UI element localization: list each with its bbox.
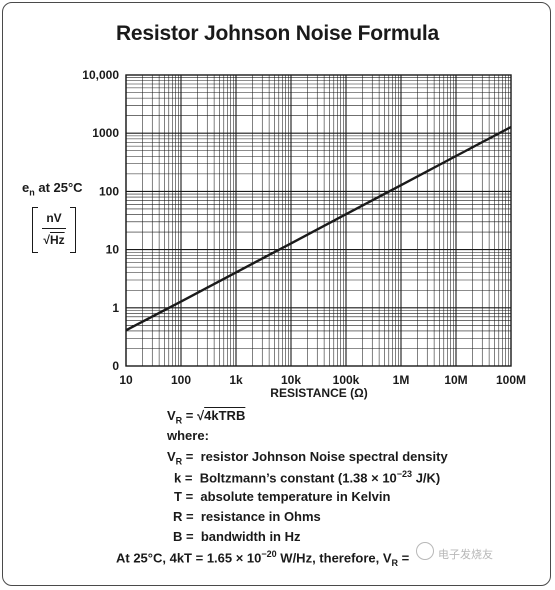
x-tick-label: 10k: [281, 373, 301, 387]
x-tick-label: 1k: [229, 373, 243, 387]
unit-numerator: nV: [46, 211, 62, 225]
watermark-logo-icon: [416, 542, 434, 560]
unit-denominator: √Hz: [43, 233, 65, 247]
y-tick-label: 1: [112, 301, 119, 315]
y-axis-unit: nV √Hz: [32, 207, 76, 253]
axes: [125, 74, 512, 367]
x-tick-labels: 10 100 1k 10k 100k 1M 10M 100M: [119, 373, 526, 387]
x-tick-label: 100k: [333, 373, 360, 387]
y-tick-label: 100: [99, 184, 119, 198]
y-tick-label: 1000: [92, 126, 119, 140]
def-r: R = resistance in Ohms: [173, 509, 321, 524]
x-tick-label: 10: [119, 373, 133, 387]
plot-border: [125, 74, 512, 367]
y-tick-label: 10: [106, 243, 120, 257]
def-vr: VR = resistor Johnson Noise spectral den…: [167, 449, 448, 467]
y-tick-label: 0: [112, 359, 119, 373]
def-k: k = Boltzmann’s constant (1.38 × 10−23 J…: [174, 469, 441, 486]
figure-frame: [2, 2, 551, 586]
y-tick-label: 10,000: [82, 68, 119, 82]
series-line: [125, 125, 512, 332]
watermark: 电子发烧友: [438, 548, 493, 561]
x-tick-label: 100M: [496, 373, 526, 387]
x-axis-label: RESISTANCE (Ω): [270, 386, 367, 400]
def-b: B = bandwidth in Hz: [173, 529, 301, 544]
x-tick-label: 1M: [393, 373, 410, 387]
def-t: T = absolute temperature in Kelvin: [174, 489, 391, 504]
formula-where: where:: [167, 428, 209, 443]
y-tick-labels: 0 1 10 100 1000 10,000: [82, 68, 119, 373]
formula-vr: VR = √4kTRB: [167, 408, 246, 426]
grid: [125, 75, 511, 367]
y-axis-label: en at 25°C: [22, 180, 83, 198]
formula-25c: At 25°C, 4kT = 1.65 × 10−20 W/Hz, theref…: [116, 549, 410, 568]
x-tick-label: 100: [171, 373, 191, 387]
x-tick-label: 10M: [444, 373, 467, 387]
chart-title: Resistor Johnson Noise Formula: [115, 22, 440, 45]
